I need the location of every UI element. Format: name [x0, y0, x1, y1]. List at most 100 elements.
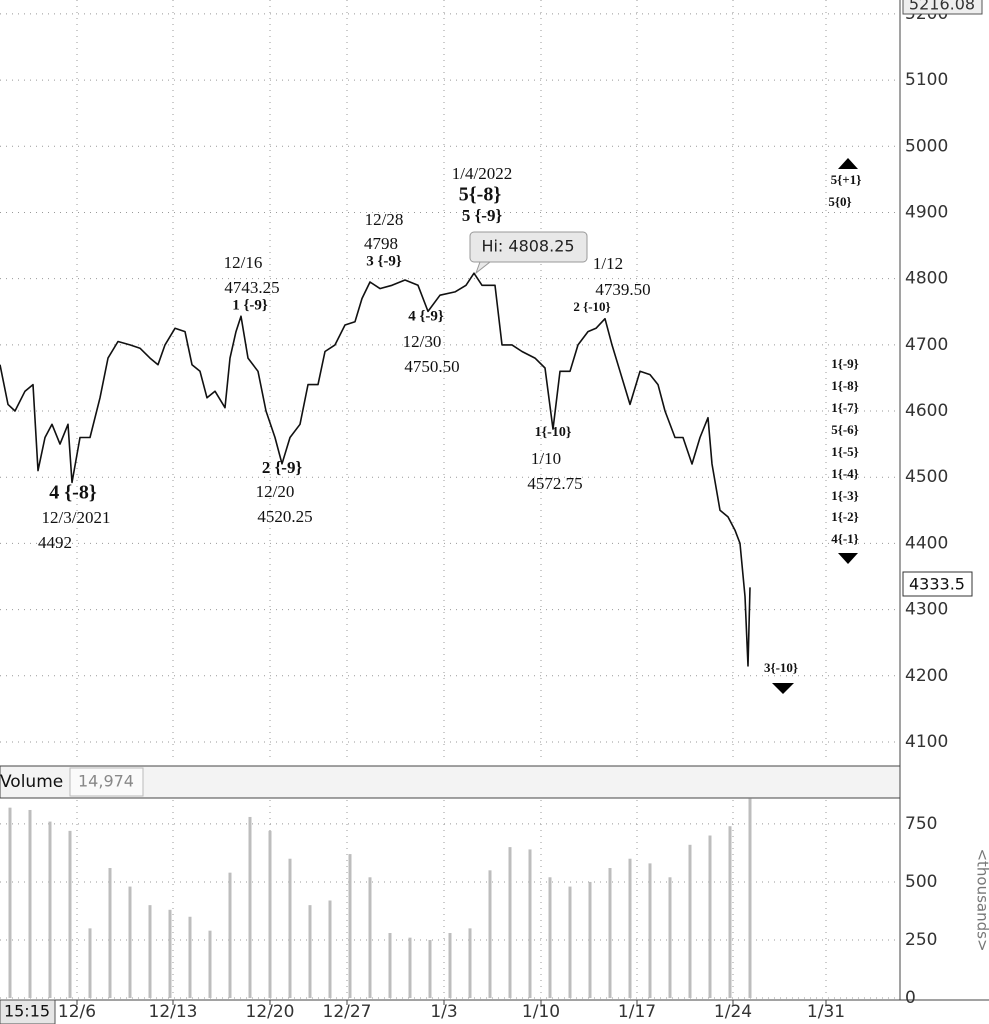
volume-y-label: <thousands>	[974, 848, 989, 951]
annotation: 1{-2}	[831, 509, 859, 524]
volume-bar	[328, 900, 332, 998]
volume-bar	[508, 847, 512, 998]
annotation: 1{-3}	[831, 488, 859, 503]
annotation: 3{-10}	[764, 660, 798, 675]
annotation: 12/28	[365, 210, 404, 229]
annotation: 1/4/2022	[452, 164, 512, 183]
volume-bar	[708, 835, 712, 998]
volume-bar	[28, 809, 32, 998]
annotation: 4520.25	[257, 507, 312, 526]
x-tick-label: 12/27	[323, 1002, 372, 1022]
max-label-box	[902, 0, 983, 15]
volume-bar	[688, 844, 692, 998]
volume-title: Volume	[0, 772, 63, 792]
max-label: 5216.08	[909, 0, 975, 14]
y-tick-label: 0	[905, 988, 916, 1008]
y-tick-label: 4900	[905, 202, 948, 222]
x-tick-label: 1/17	[618, 1002, 656, 1022]
annotation: 1/12	[593, 254, 623, 273]
last-price-label: 4333.5	[909, 575, 965, 594]
annotation: 2 {-10}	[573, 299, 610, 314]
callout-box	[469, 231, 588, 263]
volume-bar	[48, 821, 52, 998]
y-tick-label: 4100	[905, 732, 948, 752]
y-tick-label: 4800	[905, 269, 948, 289]
annotation: 4{-1}	[831, 531, 859, 546]
annotation: 5{+1}	[831, 172, 862, 187]
callout-label: Hi: 4808.25	[481, 237, 574, 256]
annotation: 4572.75	[527, 474, 582, 493]
cursor-label: 15:15	[4, 1002, 50, 1021]
volume-bar	[628, 858, 632, 998]
annotation: 12/20	[256, 482, 295, 501]
annotation: 3 {-9}	[366, 253, 402, 269]
volume-bar	[388, 933, 392, 998]
price-line	[0, 272, 751, 667]
last-price-box	[902, 571, 973, 597]
y-tick-label: 4300	[905, 600, 948, 620]
cursor-box	[0, 999, 56, 1024]
volume-bar	[608, 868, 612, 998]
volume-bar	[108, 868, 112, 998]
y-tick-label: 4200	[905, 666, 948, 686]
volume-bar	[308, 905, 312, 998]
annotation: 1{-7}	[831, 400, 859, 415]
y-tick-label: 4500	[905, 467, 948, 487]
volume-bar	[168, 909, 172, 998]
volume-bar	[728, 826, 732, 998]
volume-bar	[228, 872, 232, 998]
volume-bar	[248, 816, 252, 998]
volume-bar	[668, 877, 672, 998]
marker-up	[838, 158, 858, 169]
volume-bar	[548, 877, 552, 998]
volume-bar	[288, 858, 292, 998]
annotation: 4798	[364, 234, 398, 253]
plot: 4100420043004400450046004700480049005000…	[0, 0, 948, 1022]
callout-pointer	[474, 261, 492, 275]
annotation: 4 {-8}	[49, 482, 97, 504]
annotation: 5 {-9}	[462, 206, 503, 225]
annotation: 1{-8}	[831, 378, 859, 393]
marker-down	[772, 683, 794, 694]
volume-bar	[148, 905, 152, 998]
volume-bar	[448, 933, 452, 998]
volume-bar	[208, 930, 212, 998]
volume-bar	[268, 830, 272, 998]
annotation: 1/10	[531, 449, 561, 468]
y-tick-label: 5100	[905, 70, 948, 90]
annotation: 2 {-9}	[262, 458, 303, 477]
annotation: 12/3/2021	[42, 508, 111, 527]
annotation: 12/30	[403, 332, 442, 351]
x-tick-label: 1/31	[807, 1002, 845, 1022]
y-tick-label: 500	[905, 872, 937, 892]
annotation: 1{-4}	[831, 466, 859, 481]
volume-bar	[528, 849, 532, 998]
y-tick-label: 4700	[905, 335, 948, 355]
volume-bar	[8, 807, 12, 998]
volume-bar	[88, 928, 92, 998]
x-tick-label: 1/3	[430, 1002, 457, 1022]
annotation: 1 {-9}	[232, 297, 268, 313]
x-tick-label: 12/13	[149, 1002, 198, 1022]
volume-bar	[188, 916, 192, 998]
volume-bar	[488, 870, 492, 998]
y-tick-label: 750	[905, 814, 937, 834]
volume-bar	[748, 798, 752, 998]
x-tick-label: 12/20	[246, 1002, 295, 1022]
annotation: 1{-5}	[831, 444, 859, 459]
annotation: 4 {-9}	[408, 308, 444, 324]
annotation: 4750.50	[404, 357, 459, 376]
annotation: 5{-8}	[459, 184, 502, 206]
annotation: 5{0}	[828, 194, 851, 209]
x-tick-label: 1/10	[522, 1002, 560, 1022]
volume-bar	[128, 886, 132, 998]
volume-header	[0, 765, 901, 799]
y-tick-label: 250	[905, 930, 937, 950]
annotation: 1{-9}	[831, 356, 859, 371]
annotation: 5{-6}	[831, 422, 859, 437]
marker-down	[838, 553, 858, 564]
volume-bar	[428, 939, 432, 998]
volume-bar	[648, 863, 652, 998]
